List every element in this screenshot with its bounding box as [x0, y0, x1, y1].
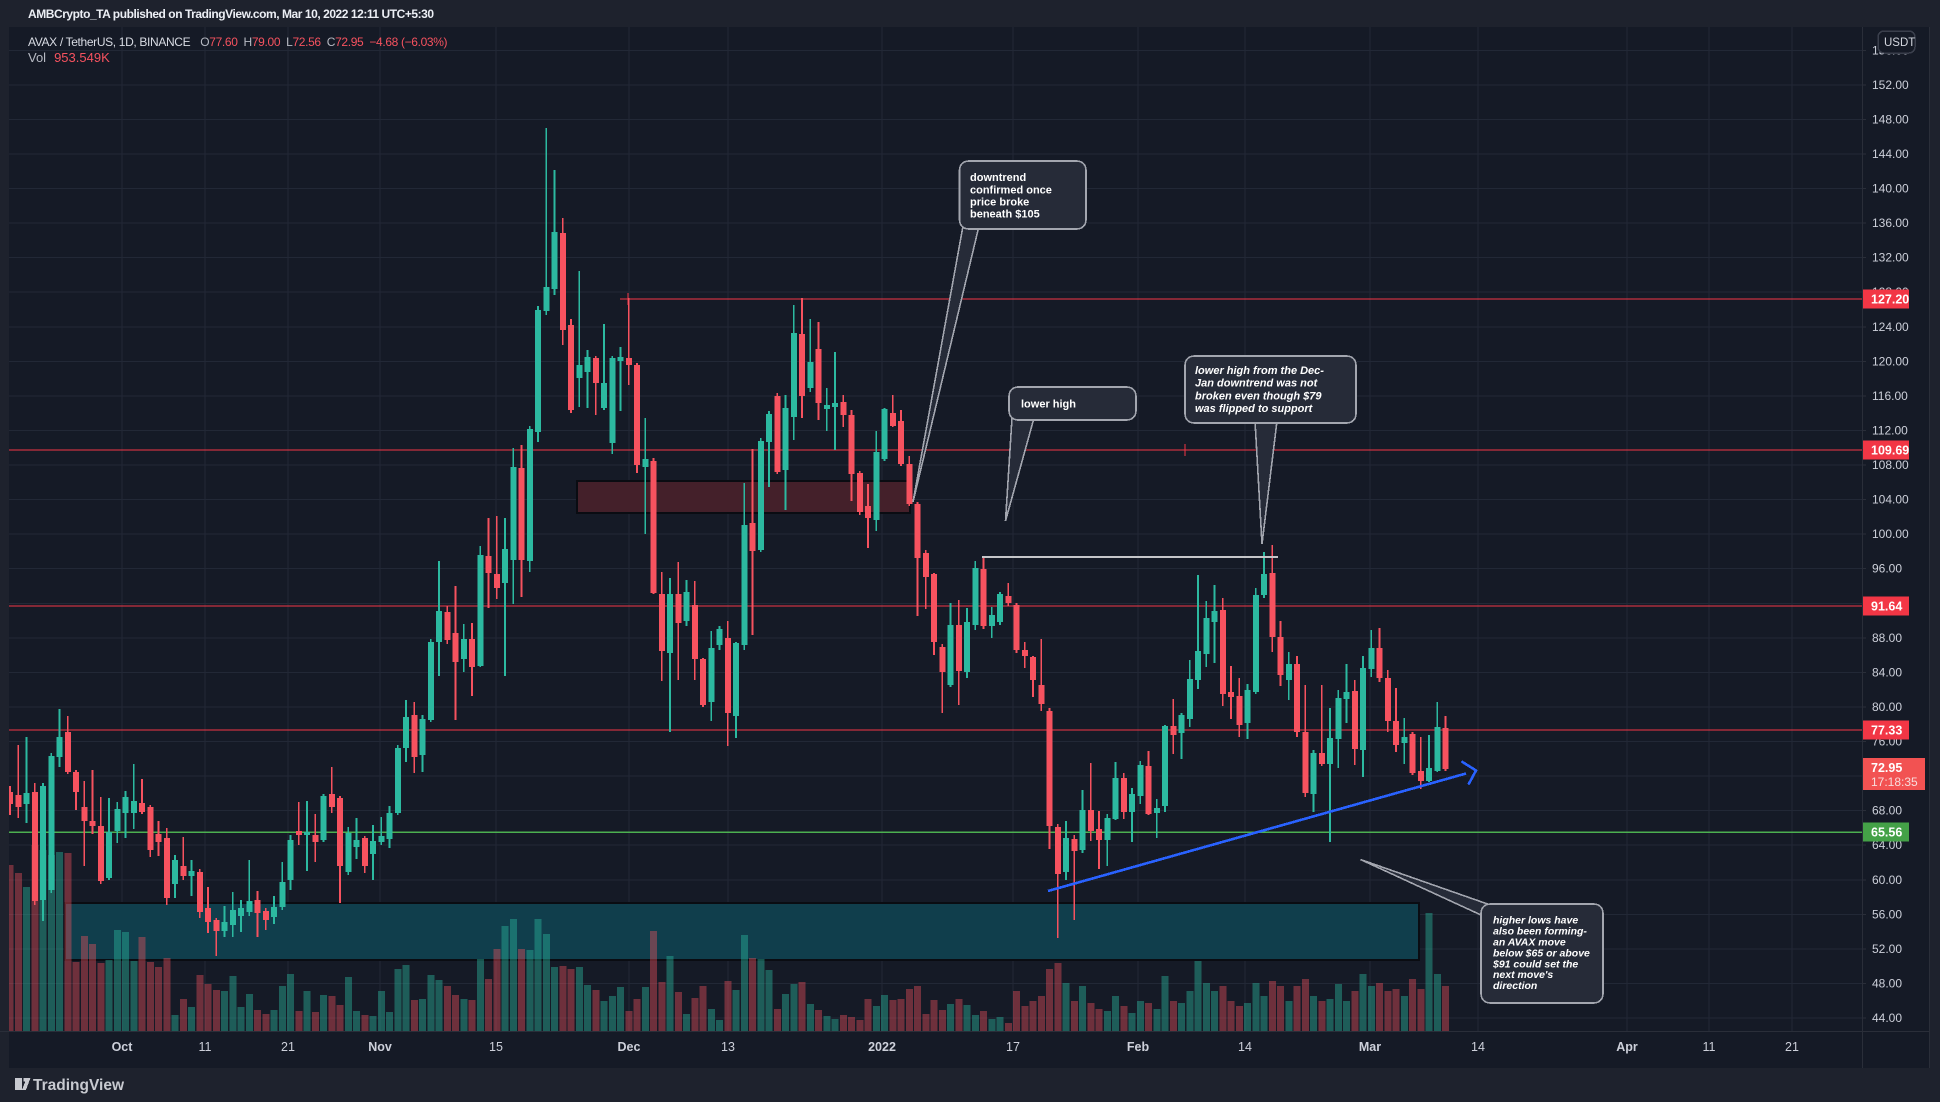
svg-text:144.00: 144.00 — [1872, 147, 1909, 161]
svg-text:52.00: 52.00 — [1872, 942, 1902, 956]
svg-text:11: 11 — [1703, 1040, 1716, 1054]
svg-text:17:18:35: 17:18:35 — [1871, 775, 1918, 789]
svg-text:Oct: Oct — [112, 1040, 134, 1054]
svg-text:56.00: 56.00 — [1872, 907, 1902, 921]
svg-text:100.00: 100.00 — [1872, 527, 1909, 541]
svg-text:112.00: 112.00 — [1872, 424, 1908, 438]
svg-text:116.00: 116.00 — [1872, 389, 1908, 403]
svg-text:60.00: 60.00 — [1872, 873, 1902, 887]
svg-text:124.00: 124.00 — [1872, 320, 1909, 334]
svg-text:$91 could set the: $91 could set the — [1492, 958, 1578, 970]
svg-text:64.00: 64.00 — [1872, 838, 1902, 852]
svg-text:84.00: 84.00 — [1872, 665, 1902, 679]
svg-text:109.69: 109.69 — [1871, 443, 1909, 457]
svg-text:140.00: 140.00 — [1872, 182, 1909, 196]
svg-text:21: 21 — [1785, 1040, 1799, 1054]
svg-text:next move's: next move's — [1493, 969, 1553, 981]
svg-text:downtrend: downtrend — [970, 172, 1026, 184]
svg-text:also been forming-: also been forming- — [1493, 926, 1587, 938]
svg-text:80.00: 80.00 — [1872, 700, 1902, 714]
svg-text:88.00: 88.00 — [1872, 631, 1902, 645]
svg-text:44.00: 44.00 — [1872, 1011, 1902, 1025]
svg-text:lower high: lower high — [1021, 399, 1076, 411]
svg-text:21: 21 — [281, 1040, 295, 1054]
svg-text:Nov: Nov — [368, 1040, 392, 1054]
svg-text:11: 11 — [199, 1040, 212, 1054]
svg-text:14: 14 — [1471, 1040, 1485, 1054]
svg-text:was flipped to support: was flipped to support — [1195, 403, 1314, 415]
svg-text:TradingView: TradingView — [33, 1077, 125, 1094]
svg-text:AMBCrypto_TA published on Trad: AMBCrypto_TA published on TradingView.co… — [28, 7, 434, 21]
svg-text:91.64: 91.64 — [1871, 599, 1902, 613]
svg-text:14: 14 — [1238, 1040, 1252, 1054]
svg-text:confirmed once: confirmed once — [970, 184, 1052, 196]
svg-text:USDT: USDT — [1884, 37, 1915, 49]
svg-text:104.00: 104.00 — [1872, 493, 1909, 507]
svg-text:Jan downtrend was not: Jan downtrend was not — [1195, 378, 1319, 390]
svg-text:price broke: price broke — [970, 196, 1029, 208]
svg-text:127.20: 127.20 — [1871, 292, 1909, 306]
svg-text:72.95: 72.95 — [1871, 761, 1902, 775]
svg-text:148.00: 148.00 — [1872, 112, 1909, 126]
svg-text:120.00: 120.00 — [1872, 354, 1909, 368]
svg-text:Apr: Apr — [1616, 1040, 1638, 1054]
svg-text:96.00: 96.00 — [1872, 562, 1902, 576]
svg-text:15: 15 — [489, 1040, 503, 1054]
svg-text:2022: 2022 — [868, 1040, 896, 1054]
svg-text:broken even though $79: broken even though $79 — [1195, 390, 1322, 402]
svg-text:136.00: 136.00 — [1872, 216, 1909, 230]
svg-text:13: 13 — [721, 1040, 735, 1054]
svg-text:higher lows have: higher lows have — [1493, 915, 1578, 927]
svg-text:77.33: 77.33 — [1871, 723, 1902, 737]
svg-text:68.00: 68.00 — [1872, 804, 1902, 818]
svg-text:below $65 or above: below $65 or above — [1493, 947, 1590, 959]
svg-text:132.00: 132.00 — [1872, 251, 1909, 265]
svg-text:65.56: 65.56 — [1871, 825, 1902, 839]
svg-text:48.00: 48.00 — [1872, 976, 1902, 990]
svg-text:152.00: 152.00 — [1872, 78, 1909, 92]
svg-text:Dec: Dec — [618, 1040, 641, 1054]
svg-text:an AVAX move: an AVAX move — [1493, 936, 1566, 948]
svg-text:Feb: Feb — [1127, 1040, 1150, 1054]
svg-text:17: 17 — [1006, 1040, 1020, 1054]
svg-text:108.00: 108.00 — [1872, 458, 1909, 472]
svg-text:beneath $105: beneath $105 — [970, 209, 1040, 221]
svg-text:Mar: Mar — [1359, 1040, 1381, 1054]
svg-text:direction: direction — [1493, 980, 1537, 992]
svg-text:lower high from the Dec-: lower high from the Dec- — [1195, 365, 1324, 377]
